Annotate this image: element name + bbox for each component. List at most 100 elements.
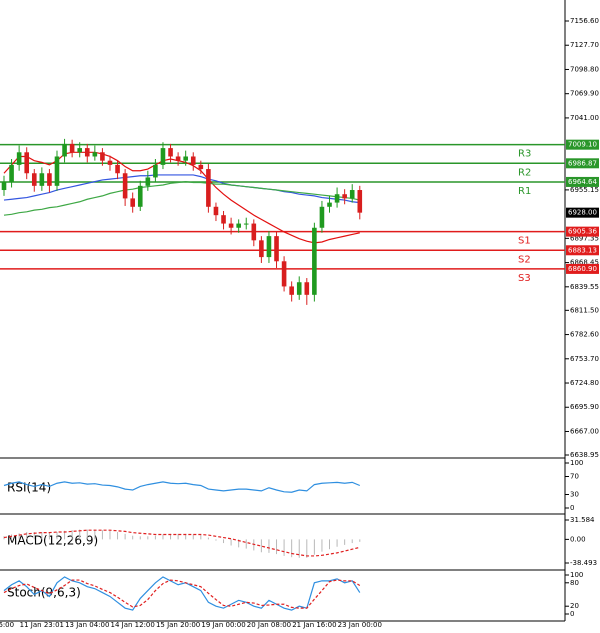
candle-body — [9, 164, 14, 182]
y-tick-label: 6811.50 — [570, 306, 599, 314]
y-tick-label: 6839.55 — [570, 283, 599, 291]
candle-body — [122, 173, 128, 199]
level-price-label: 7009.10 — [568, 141, 597, 149]
candle-body — [349, 190, 355, 199]
candle-body — [274, 236, 279, 262]
candle-body — [221, 215, 226, 224]
candle-body — [62, 143, 67, 157]
level-price-label: 6905.36 — [568, 228, 597, 236]
candle-body — [137, 185, 143, 207]
y-tick-label: 20 — [570, 602, 579, 610]
candle-body — [153, 164, 158, 178]
x-tick-label: 20 Jan 08:00 — [247, 621, 291, 629]
candle-body — [24, 152, 30, 174]
x-tick-label: 16:00 — [0, 621, 14, 629]
candle-body — [327, 202, 332, 207]
level-name: R1 — [518, 186, 531, 197]
candle-body — [251, 223, 257, 241]
y-tick-label: 6897.35 — [570, 234, 599, 242]
candle-body — [198, 164, 204, 170]
candle-body — [190, 156, 196, 165]
level-name: S2 — [518, 254, 531, 265]
level-price-label: 6883.13 — [568, 246, 597, 254]
candle-body — [334, 194, 340, 203]
candle-body — [92, 152, 98, 157]
y-tick-label: 7069.90 — [570, 90, 599, 98]
candle-body — [319, 206, 325, 228]
level-price-label: 6860.90 — [568, 265, 597, 273]
last-price-label: 6928.00 — [568, 209, 597, 217]
indicator-title: MACD(12,26,9) — [7, 534, 98, 548]
candle-body — [54, 156, 60, 186]
y-tick-label: 7041.00 — [570, 114, 599, 122]
candle-body — [304, 282, 310, 295]
y-tick-label: 6638.95 — [570, 451, 599, 459]
candle-body — [39, 173, 45, 186]
y-tick-label: 7098.80 — [570, 65, 599, 73]
level-price-box — [566, 226, 599, 237]
x-tick-label: 21 Jan 16:00 — [292, 621, 336, 629]
candle-body — [168, 148, 173, 157]
candle-body — [266, 236, 272, 258]
candle-body — [281, 261, 287, 287]
x-tick-label: 11 Jan 23:01 — [20, 621, 64, 629]
indicator-line — [3, 576, 361, 611]
moving-average — [3, 174, 360, 204]
y-tick-label: 30 — [570, 491, 579, 499]
level-name: S3 — [518, 273, 531, 284]
y-tick-label: 31.584 — [570, 516, 595, 524]
candle-body — [130, 198, 135, 207]
y-tick-label: 6667.00 — [570, 427, 599, 435]
indicator-line — [3, 579, 361, 609]
candle-body — [342, 194, 347, 199]
y-tick-label: 100 — [570, 571, 583, 579]
indicator-title: RSI(14) — [7, 481, 51, 495]
y-tick-label: 0 — [570, 504, 574, 512]
last-price-box — [566, 207, 599, 218]
y-tick-label: 70 — [570, 473, 579, 481]
y-tick-label: 6724.80 — [570, 379, 599, 387]
y-tick-label: -38.493 — [570, 559, 597, 567]
candle-body — [115, 164, 120, 174]
y-tick-label: 6955.15 — [570, 186, 599, 194]
level-price-box — [566, 263, 599, 274]
x-tick-label: 19 Jan 00:00 — [201, 621, 245, 629]
level-name: R2 — [518, 167, 531, 178]
y-tick-label: 6782.60 — [570, 331, 599, 339]
candle-body — [31, 173, 37, 186]
candle-body — [312, 227, 317, 295]
y-tick-label: 6695.90 — [570, 403, 599, 411]
level-price-box — [566, 139, 599, 150]
y-tick-label: 80 — [570, 579, 579, 587]
x-tick-label: 23 Jan 00:00 — [338, 621, 382, 629]
level-name: S1 — [518, 236, 531, 247]
level-price-box — [566, 176, 599, 187]
y-tick-label: 0.00 — [570, 535, 586, 543]
candle-body — [47, 173, 52, 186]
level-price-box — [566, 158, 599, 169]
candle-body — [228, 223, 234, 228]
candle-body — [183, 156, 188, 161]
x-tick-label: 15 Jan 20:00 — [156, 621, 200, 629]
candle-body — [236, 223, 241, 228]
candle-body — [243, 223, 249, 225]
y-tick-label: 6868.45 — [570, 259, 599, 267]
y-tick-label: 6753.70 — [570, 355, 599, 363]
candle-body — [84, 148, 90, 157]
moving-average — [3, 181, 360, 216]
candle-body — [145, 177, 151, 186]
candle-body — [160, 148, 166, 165]
level-price-label: 6986.87 — [568, 159, 597, 167]
level-name: R3 — [518, 149, 531, 160]
candle-body — [1, 181, 7, 191]
y-tick-label: 7156.60 — [570, 17, 599, 25]
candle-body — [259, 240, 264, 258]
candle-body — [213, 206, 219, 216]
candle-body — [206, 169, 211, 207]
candle-body — [16, 152, 22, 165]
y-tick-label: 7127.70 — [570, 41, 599, 49]
candle-body — [77, 148, 82, 153]
x-tick-label: 14 Jan 12:00 — [111, 621, 155, 629]
